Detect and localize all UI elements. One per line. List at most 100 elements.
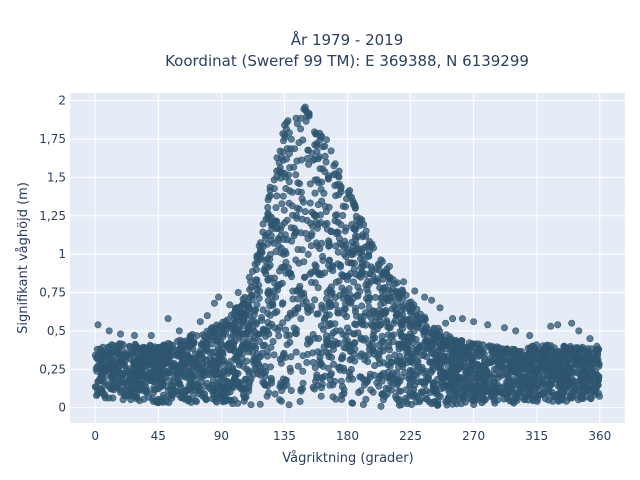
scatter-point bbox=[283, 155, 291, 163]
scatter-point bbox=[185, 358, 193, 366]
scatter-point bbox=[420, 328, 428, 336]
scatter-point bbox=[231, 374, 239, 382]
scatter-point bbox=[462, 364, 470, 372]
scatter-point bbox=[315, 334, 323, 342]
scatter-point bbox=[256, 254, 264, 262]
scatter-point bbox=[212, 366, 220, 374]
scatter-point bbox=[588, 365, 596, 373]
scatter-point bbox=[333, 228, 341, 236]
scatter-point bbox=[264, 276, 272, 284]
scatter-point bbox=[245, 326, 253, 334]
scatter-point bbox=[264, 263, 272, 271]
scatter-point bbox=[465, 352, 473, 360]
scatter-point bbox=[185, 367, 193, 375]
scatter-point bbox=[311, 189, 319, 197]
scatter-point bbox=[322, 336, 330, 344]
scatter-point bbox=[303, 358, 311, 366]
scatter-point bbox=[278, 354, 286, 362]
scatter-point bbox=[414, 363, 422, 371]
scatter-point bbox=[286, 187, 294, 195]
scatter-point bbox=[224, 340, 232, 348]
scatter-point bbox=[437, 385, 445, 393]
scatter-point bbox=[465, 339, 473, 347]
scatter-point bbox=[213, 321, 221, 329]
scatter-point bbox=[101, 390, 109, 398]
scatter-point bbox=[295, 205, 303, 213]
scatter-point bbox=[259, 329, 267, 337]
scatter-point bbox=[232, 353, 240, 361]
scatter-point bbox=[301, 208, 309, 216]
scatter-point bbox=[299, 352, 307, 360]
scatter-point bbox=[248, 292, 256, 300]
scatter-point bbox=[331, 338, 339, 346]
scatter-point bbox=[548, 376, 556, 384]
scatter-point bbox=[293, 157, 301, 165]
scatter-point bbox=[540, 345, 548, 353]
scatter-point bbox=[285, 178, 293, 186]
scatter-point bbox=[368, 340, 376, 348]
scatter-point bbox=[354, 233, 362, 241]
scatter-point bbox=[311, 279, 319, 287]
scatter-point bbox=[280, 263, 288, 271]
scatter-point bbox=[395, 345, 403, 353]
scatter-point bbox=[326, 303, 334, 311]
scatter-point bbox=[411, 287, 419, 295]
scatter-point bbox=[377, 402, 385, 410]
scatter-point bbox=[119, 341, 127, 349]
scatter-point bbox=[270, 287, 278, 295]
scatter-point bbox=[385, 342, 393, 350]
scatter-point bbox=[294, 179, 302, 187]
scatter-point bbox=[331, 320, 339, 328]
scatter-point bbox=[493, 381, 501, 389]
scatter-point bbox=[500, 324, 508, 332]
scatter-point bbox=[291, 306, 299, 314]
scatter-point bbox=[290, 163, 298, 171]
scatter-point bbox=[246, 304, 254, 312]
scatter-point bbox=[393, 395, 401, 403]
scatter-point bbox=[334, 260, 342, 268]
scatter-point bbox=[449, 315, 457, 323]
x-tick-label: 360 bbox=[588, 429, 611, 443]
scatter-point bbox=[538, 390, 546, 398]
scatter-point bbox=[235, 379, 243, 387]
scatter-point bbox=[186, 332, 194, 340]
scatter-point bbox=[282, 326, 290, 334]
scatter-point bbox=[316, 357, 324, 365]
scatter-point bbox=[278, 279, 286, 287]
scatter-point bbox=[470, 400, 478, 408]
scatter-point bbox=[245, 369, 253, 377]
scatter-point bbox=[227, 322, 235, 330]
scatter-point bbox=[364, 251, 372, 259]
scatter-point bbox=[250, 311, 258, 319]
scatter-point bbox=[399, 321, 407, 329]
scatter-point bbox=[283, 332, 291, 340]
scatter-point bbox=[259, 306, 267, 314]
scatter-point bbox=[245, 381, 253, 389]
scatter-point bbox=[144, 347, 152, 355]
scatter-point bbox=[348, 399, 356, 407]
scatter-point bbox=[393, 310, 401, 318]
scatter-point bbox=[337, 355, 345, 363]
scatter-point bbox=[358, 302, 366, 310]
scatter-point bbox=[339, 202, 347, 210]
scatter-point bbox=[488, 356, 496, 364]
scatter-point bbox=[217, 338, 225, 346]
scatter-point bbox=[137, 356, 145, 364]
scatter-point bbox=[418, 388, 426, 396]
scatter-point bbox=[359, 400, 367, 408]
scatter-point bbox=[94, 377, 102, 385]
x-tick-label: 135 bbox=[273, 429, 296, 443]
scatter-point bbox=[575, 353, 583, 361]
scatter-point bbox=[305, 112, 313, 120]
scatter-point bbox=[223, 396, 231, 404]
scatter-point bbox=[522, 356, 530, 364]
scatter-point bbox=[350, 242, 358, 250]
scatter-point bbox=[109, 394, 117, 402]
scatter-point bbox=[268, 221, 276, 229]
scatter-point bbox=[306, 199, 314, 207]
scatter-point bbox=[296, 397, 304, 405]
scatter-point bbox=[434, 398, 442, 406]
scatter-point bbox=[282, 376, 290, 384]
scatter-point bbox=[547, 322, 555, 330]
scatter-point bbox=[318, 374, 326, 382]
